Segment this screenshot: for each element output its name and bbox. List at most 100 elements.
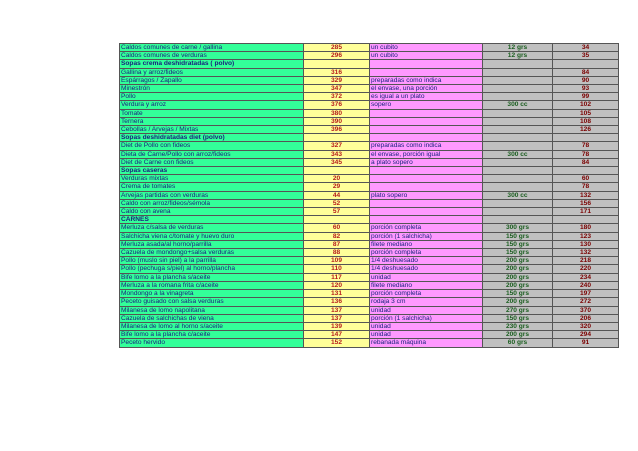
cell-value[interactable]: 93	[552, 84, 619, 94]
cell-portion[interactable]: a plato sopero	[369, 157, 483, 168]
cell-value[interactable]	[552, 215, 619, 225]
cell-code[interactable]: 152	[303, 338, 370, 348]
cell-portion[interactable]	[369, 133, 483, 143]
cell-code[interactable]: 136	[303, 297, 370, 307]
cell-value[interactable]: 78	[552, 149, 619, 159]
cell-amount[interactable]: 150 grs	[482, 313, 553, 323]
cell-value[interactable]: 105	[552, 108, 619, 118]
cell-food-name[interactable]: Milanesa de lomo napolitana	[119, 305, 304, 315]
cell-value[interactable]	[552, 59, 619, 69]
cell-amount[interactable]: 60 grs	[482, 338, 553, 348]
cell-food-name[interactable]: Tomate	[119, 108, 304, 118]
cell-code[interactable]: 52	[303, 198, 370, 209]
cell-food-name[interactable]: Minestrón	[119, 84, 304, 94]
cell-value[interactable]: 272	[552, 297, 619, 307]
cell-portion[interactable]	[369, 59, 483, 69]
cell-portion[interactable]: unidad	[369, 272, 483, 282]
cell-code[interactable]: 376	[303, 100, 370, 110]
cell-code[interactable]: 117	[303, 272, 370, 282]
cell-value[interactable]: 240	[552, 280, 619, 291]
cell-value[interactable]	[552, 166, 619, 176]
cell-portion[interactable]	[369, 108, 483, 118]
cell-code[interactable]: 343	[303, 149, 370, 159]
cell-value[interactable]: 90	[552, 75, 619, 86]
cell-amount[interactable]: 200 grs	[482, 297, 553, 307]
cell-food-name[interactable]: Milanesa de lomo al horno s/aceite	[119, 321, 304, 332]
cell-amount[interactable]	[482, 92, 553, 102]
cell-food-name[interactable]: Merluza a la romana frita c/aceite	[119, 280, 304, 291]
cell-value[interactable]: 108	[552, 116, 619, 127]
cell-code[interactable]: 137	[303, 313, 370, 323]
cell-value[interactable]: 130	[552, 239, 619, 250]
cell-portion[interactable]: porción completa	[369, 289, 483, 299]
cell-portion[interactable]: es igual a un plato	[369, 92, 483, 102]
cell-amount[interactable]: 150 grs	[482, 289, 553, 299]
cell-portion[interactable]: el envase, porción igual	[369, 149, 483, 159]
cell-food-name[interactable]: Caldos comunes de verduras	[119, 51, 304, 61]
cell-amount[interactable]: 200 grs	[482, 272, 553, 282]
cell-value[interactable]: 234	[552, 272, 619, 282]
cell-code[interactable]	[303, 133, 370, 143]
cell-code[interactable]	[303, 166, 370, 176]
cell-code[interactable]: 327	[303, 141, 370, 151]
cell-portion[interactable]: porción completa	[369, 248, 483, 258]
cell-portion[interactable]: unidad	[369, 305, 483, 315]
cell-value[interactable]: 132	[552, 190, 619, 200]
cell-food-name[interactable]: Pollo	[119, 92, 304, 102]
cell-value[interactable]	[552, 133, 619, 143]
cell-portion[interactable]: unidad	[369, 321, 483, 332]
cell-amount[interactable]	[482, 59, 553, 69]
cell-food-name[interactable]: Dieta de Carne/Pollo con arroz/fideos	[119, 149, 304, 159]
cell-value[interactable]: 102	[552, 100, 619, 110]
cell-value[interactable]: 218	[552, 256, 619, 266]
cell-portion[interactable]: preparadas como indica	[369, 75, 483, 86]
cell-code[interactable]: 396	[303, 125, 370, 135]
cell-code[interactable]	[303, 215, 370, 225]
cell-code[interactable]: 296	[303, 51, 370, 61]
cell-portion[interactable]	[369, 215, 483, 225]
cell-code[interactable]: 329	[303, 75, 370, 86]
cell-portion[interactable]: sopero	[369, 100, 483, 110]
cell-value[interactable]: 206	[552, 313, 619, 323]
cell-value[interactable]: 99	[552, 92, 619, 102]
cell-food-name[interactable]: Diet de Pollo con fideos	[119, 141, 304, 151]
cell-value[interactable]: 294	[552, 330, 619, 340]
cell-amount[interactable]	[482, 108, 553, 118]
cell-portion[interactable]: 1/4 deshuesado	[369, 264, 483, 274]
cell-food-name[interactable]: Gallina y arroz/fideos	[119, 67, 304, 77]
cell-code[interactable]: 44	[303, 190, 370, 200]
cell-food-name[interactable]: Bife lomo a la plancha c/aceite	[119, 330, 304, 340]
cell-food-name[interactable]: Peceto hervido	[119, 338, 304, 348]
cell-code[interactable]: 131	[303, 289, 370, 299]
cell-portion[interactable]: 1/4 deshuesado	[369, 256, 483, 266]
cell-amount[interactable]	[482, 116, 553, 127]
cell-code[interactable]: 380	[303, 108, 370, 118]
cell-value[interactable]: 84	[552, 67, 619, 77]
cell-value[interactable]: 78	[552, 182, 619, 192]
cell-value[interactable]: 171	[552, 207, 619, 217]
cell-code[interactable]: 110	[303, 264, 370, 274]
cell-amount[interactable]	[482, 166, 553, 176]
cell-portion[interactable]: rodaja 3 cm	[369, 297, 483, 307]
cell-value[interactable]: 320	[552, 321, 619, 332]
cell-amount[interactable]	[482, 157, 553, 168]
cell-food-name[interactable]: Sopas deshidratadas diet (polvo)	[119, 133, 304, 143]
cell-value[interactable]: 78	[552, 141, 619, 151]
cell-code[interactable]: 147	[303, 330, 370, 340]
cell-value[interactable]: 91	[552, 338, 619, 348]
cell-code[interactable]: 87	[303, 239, 370, 250]
cell-code[interactable]: 345	[303, 157, 370, 168]
cell-value[interactable]: 123	[552, 231, 619, 241]
cell-food-name[interactable]: Cebollas / Arvejas / Mixtas	[119, 125, 304, 135]
cell-portion[interactable]: el envase, una porción	[369, 84, 483, 94]
cell-code[interactable]: 390	[303, 116, 370, 127]
cell-value[interactable]: 156	[552, 198, 619, 209]
cell-code[interactable]: 372	[303, 92, 370, 102]
cell-portion[interactable]	[369, 207, 483, 217]
cell-food-name[interactable]: Sopas caseras	[119, 166, 304, 176]
cell-portion[interactable]: un cubito	[369, 42, 483, 53]
cell-portion[interactable]	[369, 198, 483, 209]
cell-amount[interactable]: 12 grs	[482, 42, 553, 53]
cell-value[interactable]: 220	[552, 264, 619, 274]
cell-amount[interactable]: 200 grs	[482, 264, 553, 274]
